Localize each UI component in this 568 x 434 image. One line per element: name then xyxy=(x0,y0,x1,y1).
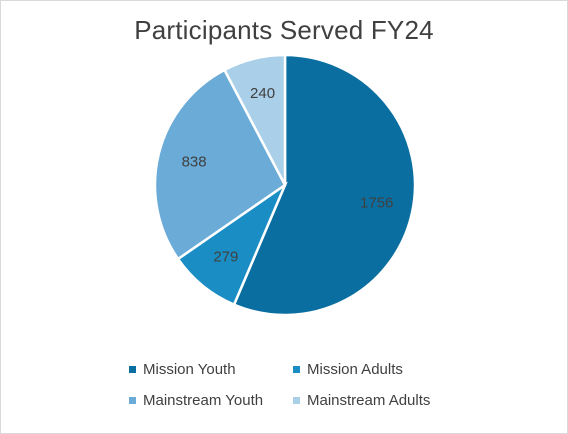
legend-swatch xyxy=(129,366,136,373)
pie-slice-mainstream-adults xyxy=(222,53,287,186)
legend-label: Mainstream Adults xyxy=(307,392,431,409)
pie-slices xyxy=(153,53,417,317)
chart-title: Participants Served FY24 xyxy=(134,15,434,45)
legend-swatch xyxy=(293,397,300,404)
legend-swatch xyxy=(129,397,136,404)
legend-label: Mainstream Youth xyxy=(143,392,264,409)
pie-slice-mainstream-youth xyxy=(153,68,287,261)
data-label-mission-youth: 1756 xyxy=(360,195,393,212)
data-label-mission-adults: 279 xyxy=(213,249,238,266)
legend-label: Mission Youth xyxy=(143,361,236,378)
legend-item-mainstream-adults: Mainstream Adults xyxy=(293,392,463,409)
data-label-mainstream-adults: 240 xyxy=(250,85,275,102)
pie-slice-mission-youth xyxy=(232,53,417,317)
legend: Mission Youth Mission Adults Mainstream Yo… xyxy=(129,361,489,409)
legend-item-mainstream-youth: Mainstream Youth xyxy=(129,392,293,409)
legend-item-mission-adults: Mission Adults xyxy=(293,361,463,378)
legend-label: Mission Adults xyxy=(307,361,403,378)
legend-item-mission-youth: Mission Youth xyxy=(129,361,293,378)
data-label-mainstream-youth: 838 xyxy=(182,154,207,171)
legend-swatch xyxy=(293,366,300,373)
data-labels: 1756 279 838 240 xyxy=(182,85,394,265)
